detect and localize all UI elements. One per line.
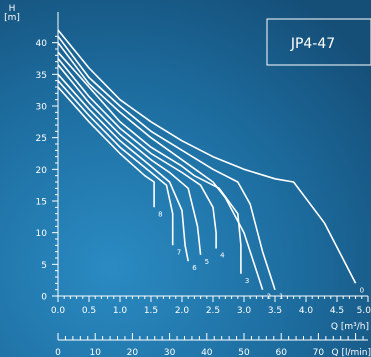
y-tick-label: 15 [36, 198, 47, 208]
x-tick-label: 3.5 [268, 306, 282, 316]
x-axis: Q [m³/h] 0.0 0.5 1.0 1.5 2.0 2.5 3.0 3.5 4.0 4.5 5… [51, 295, 371, 332]
x-tick-label: 2.5 [206, 306, 220, 316]
series-group [57, 29, 357, 290]
x2-tick-label: 30 [164, 348, 176, 357]
x-tick-label: 2.0 [175, 306, 190, 316]
x2-tick-label: 50 [238, 348, 250, 357]
series-line-7 [57, 80, 174, 246]
series-line-0 [57, 29, 357, 284]
series-label-4: 4 [220, 252, 225, 260]
series-label-1: 1 [279, 293, 283, 301]
y-tick-label: 10 [36, 229, 48, 239]
y-tick-label: 5 [41, 261, 47, 271]
series-label-5: 5 [205, 258, 209, 266]
y-axis: H [m] 0 5 10 15 20 25 30 35 40 [4, 4, 59, 303]
x-tick-label: 4.5 [330, 306, 344, 316]
x-tick-label: 5.0 [357, 306, 371, 316]
x2-tick-label: 10 [89, 348, 101, 357]
series-label-0: 0 [360, 286, 364, 294]
x-tick-label: 3.0 [237, 306, 252, 316]
series-label-6: 6 [192, 264, 197, 272]
series-label-7: 7 [177, 248, 181, 256]
chart-title: JP4-47 [290, 36, 335, 52]
series-line-1 [57, 35, 276, 290]
x-tick-label: 1.0 [113, 306, 128, 316]
x-tick-label: 0.0 [51, 306, 66, 316]
x-tick-label: 1.5 [144, 306, 158, 316]
series-line-8 [57, 86, 155, 208]
series-line-4 [57, 57, 217, 249]
y-ticks: 0 5 10 15 20 25 30 35 40 [36, 35, 58, 303]
y-tick-label: 30 [36, 103, 48, 113]
x-tick-label: 4.0 [299, 306, 314, 316]
x-tick-label: 0.5 [82, 306, 96, 316]
y-tick-label: 40 [36, 39, 48, 49]
x2-tick-label: 40 [201, 348, 213, 357]
y-tick-label: 35 [36, 71, 47, 81]
x-axis-label: Q [m³/h] [331, 322, 369, 332]
y-axis-label-h: H [9, 4, 16, 14]
secondary-x-ticks: 0 10 20 30 40 50 60 70 [55, 333, 364, 357]
series-label-3: 3 [245, 277, 249, 285]
y-tick-label: 25 [36, 134, 47, 144]
title-box: JP4-47 [266, 18, 371, 66]
y-tick-label: 0 [41, 293, 47, 303]
series-line-3 [57, 51, 242, 274]
title-box-frame [266, 18, 371, 66]
x2-tick-label: 20 [127, 348, 139, 357]
y-axis-label-unit: [m] [4, 13, 20, 23]
secondary-x-axis: Q [l/min] 0 10 20 30 40 50 60 70 [55, 333, 371, 357]
series-line-6 [57, 73, 189, 262]
series-line-5 [57, 64, 202, 255]
x2-tick-label: 0 [55, 348, 61, 357]
secondary-x-axis-label: Q [l/min] [332, 348, 371, 357]
series-label-8: 8 [158, 210, 162, 218]
x2-tick-label: 70 [313, 348, 325, 357]
y-tick-label: 20 [36, 166, 48, 176]
x-ticks: 0.0 0.5 1.0 1.5 2.0 2.5 3.0 3.5 4.0 4.5 5.0 [51, 296, 371, 316]
series-label-2: 2 [267, 293, 271, 301]
x2-tick-label: 60 [275, 348, 287, 357]
